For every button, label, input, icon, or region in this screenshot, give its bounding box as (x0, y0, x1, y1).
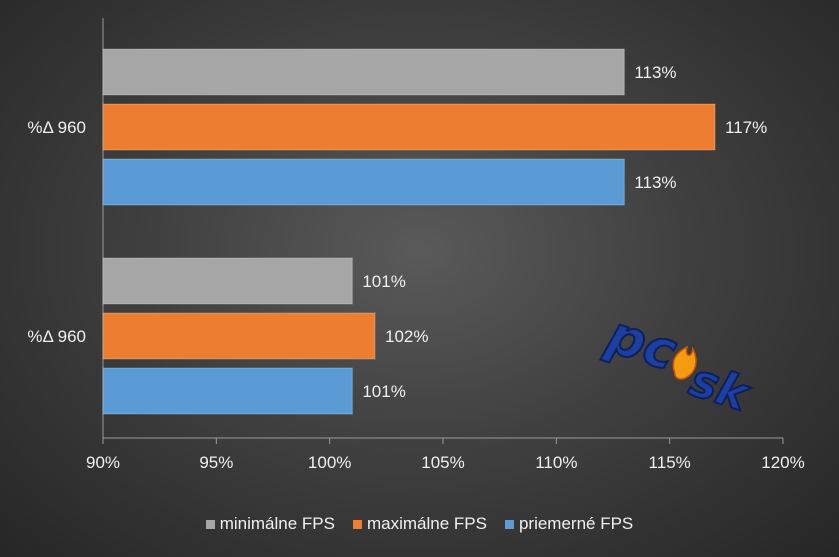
bar-value-label: 117% (725, 118, 767, 137)
legend-swatch-maximum (352, 519, 362, 529)
x-tick-label: 90% (86, 453, 120, 472)
x-tick-label: 120% (761, 453, 804, 472)
legend: minimálne FPS maximálne FPS priemerné FP… (0, 514, 839, 534)
x-tick-label: 115% (649, 453, 691, 472)
x-tick-label: 100% (308, 453, 351, 472)
bar-value-label: 101% (362, 272, 405, 291)
svg-text:pc: pc (599, 312, 683, 383)
category-label: %Δ 960 (27, 327, 86, 346)
x-tick-label: 110% (535, 453, 577, 472)
bar-value-label: 102% (385, 327, 428, 346)
legend-swatch-minimum (205, 519, 215, 529)
pcsk-logo: pc sk (598, 312, 758, 422)
bar (102, 367, 353, 415)
legend-label-minimum: minimálne FPS (219, 514, 335, 533)
category-label: %Δ 960 (27, 118, 86, 137)
legend-item-minimum: minimálne FPS (205, 514, 335, 534)
legend-label-average: priemerné FPS (518, 514, 634, 533)
legend-label-maximum: maximálne FPS (366, 514, 487, 533)
x-tick-label: 105% (421, 453, 464, 472)
bar-value-label: 101% (362, 382, 405, 401)
legend-item-average: priemerné FPS (504, 514, 634, 534)
bar (102, 103, 716, 151)
x-tick-label: 95% (199, 453, 233, 472)
legend-swatch-average (504, 519, 514, 529)
bar (102, 257, 353, 305)
bar (102, 48, 625, 96)
bar-chart: 90% 95% 100% 105% 110% 115% 120% %Δ 960 113% 117%… (27, 18, 805, 472)
bar (102, 158, 625, 206)
bar-value-label: 113% (634, 173, 676, 192)
bar (102, 312, 376, 360)
bar-value-label: 113% (634, 63, 676, 82)
legend-item-maximum: maximálne FPS (352, 514, 487, 534)
